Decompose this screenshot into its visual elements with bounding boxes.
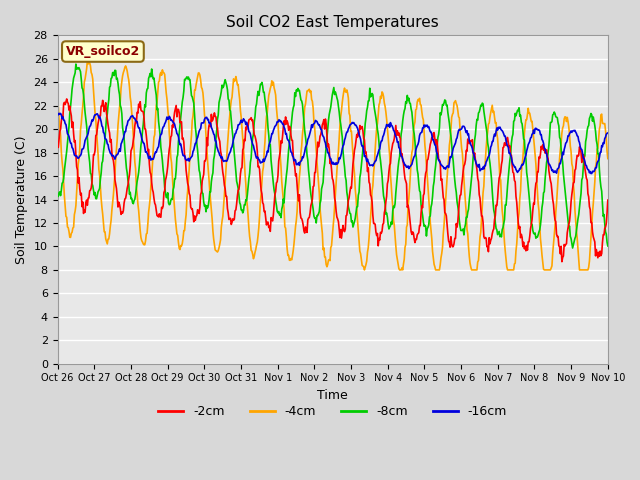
X-axis label: Time: Time — [317, 389, 348, 402]
Title: Soil CO2 East Temperatures: Soil CO2 East Temperatures — [227, 15, 439, 30]
Legend: -2cm, -4cm, -8cm, -16cm: -2cm, -4cm, -8cm, -16cm — [153, 400, 512, 423]
Text: VR_soilco2: VR_soilco2 — [66, 45, 140, 58]
Y-axis label: Soil Temperature (C): Soil Temperature (C) — [15, 135, 28, 264]
